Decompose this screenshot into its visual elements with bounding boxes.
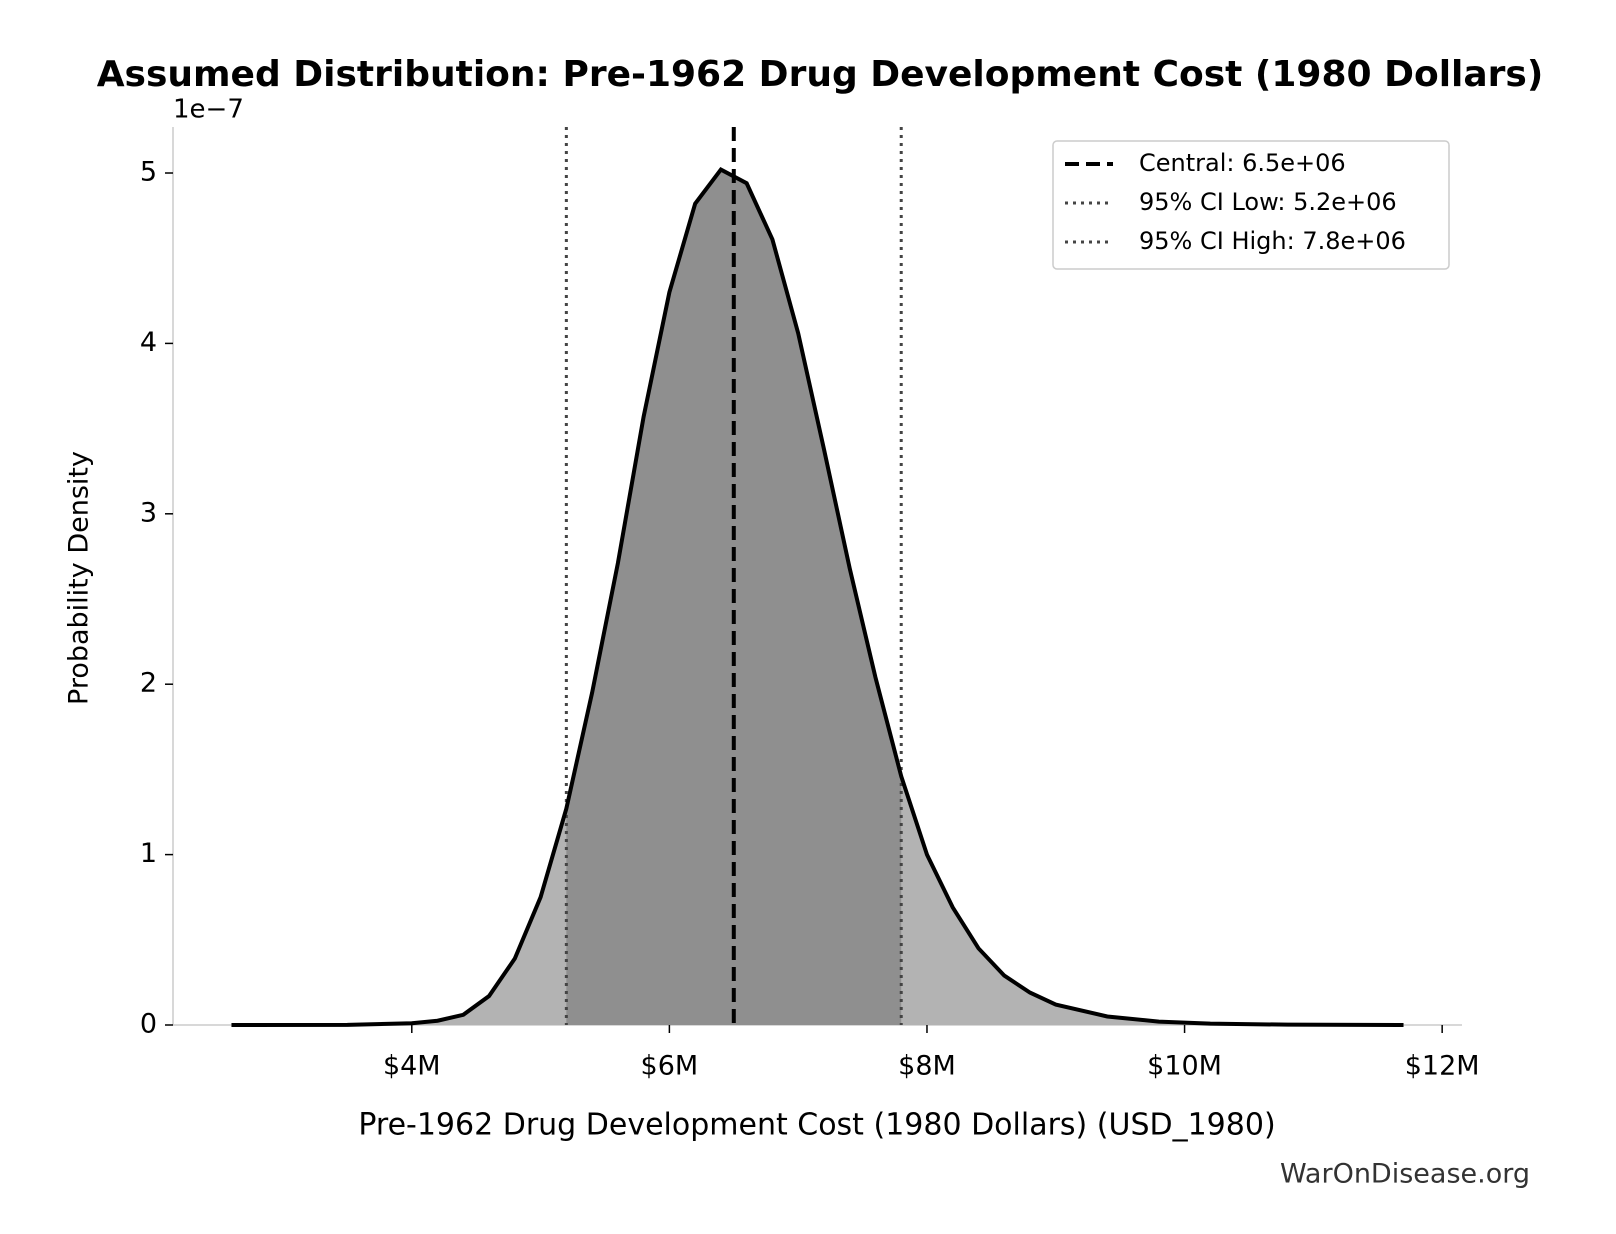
legend-label: Central: 6.5e+06 xyxy=(1139,149,1346,177)
y-tick-label: 0 xyxy=(140,1009,157,1040)
x-tick-label: $12M xyxy=(1405,1051,1480,1082)
x-tick-label: $4M xyxy=(383,1051,441,1082)
density-line xyxy=(231,167,1404,1027)
x-axis-label: Pre-1962 Drug Development Cost (1980 Dol… xyxy=(358,1108,1275,1143)
chart-title: Assumed Distribution: Pre-1962 Drug Deve… xyxy=(97,54,1544,95)
y-axis-label: Probability Density xyxy=(64,451,95,705)
y-tick-label: 2 xyxy=(140,668,157,699)
y-tick-label: 4 xyxy=(140,327,157,358)
y-tick-label: 3 xyxy=(140,497,157,528)
legend-label: 95% CI High: 7.8e+06 xyxy=(1139,227,1406,255)
y-tick-label: 1 xyxy=(140,838,157,869)
legend-box xyxy=(1052,140,1450,270)
legend-label: 95% CI Low: 5.2e+06 xyxy=(1139,188,1397,216)
y-offset: 1e−7 xyxy=(173,95,244,125)
x-tick-label: $10M xyxy=(1147,1051,1222,1082)
y-tick-label: 5 xyxy=(140,157,157,188)
x-tick-label: $8M xyxy=(898,1051,956,1082)
watermark: WarOnDisease.org xyxy=(1280,1159,1530,1190)
ci-area xyxy=(566,169,902,1025)
x-tick-label: $6M xyxy=(641,1051,699,1082)
